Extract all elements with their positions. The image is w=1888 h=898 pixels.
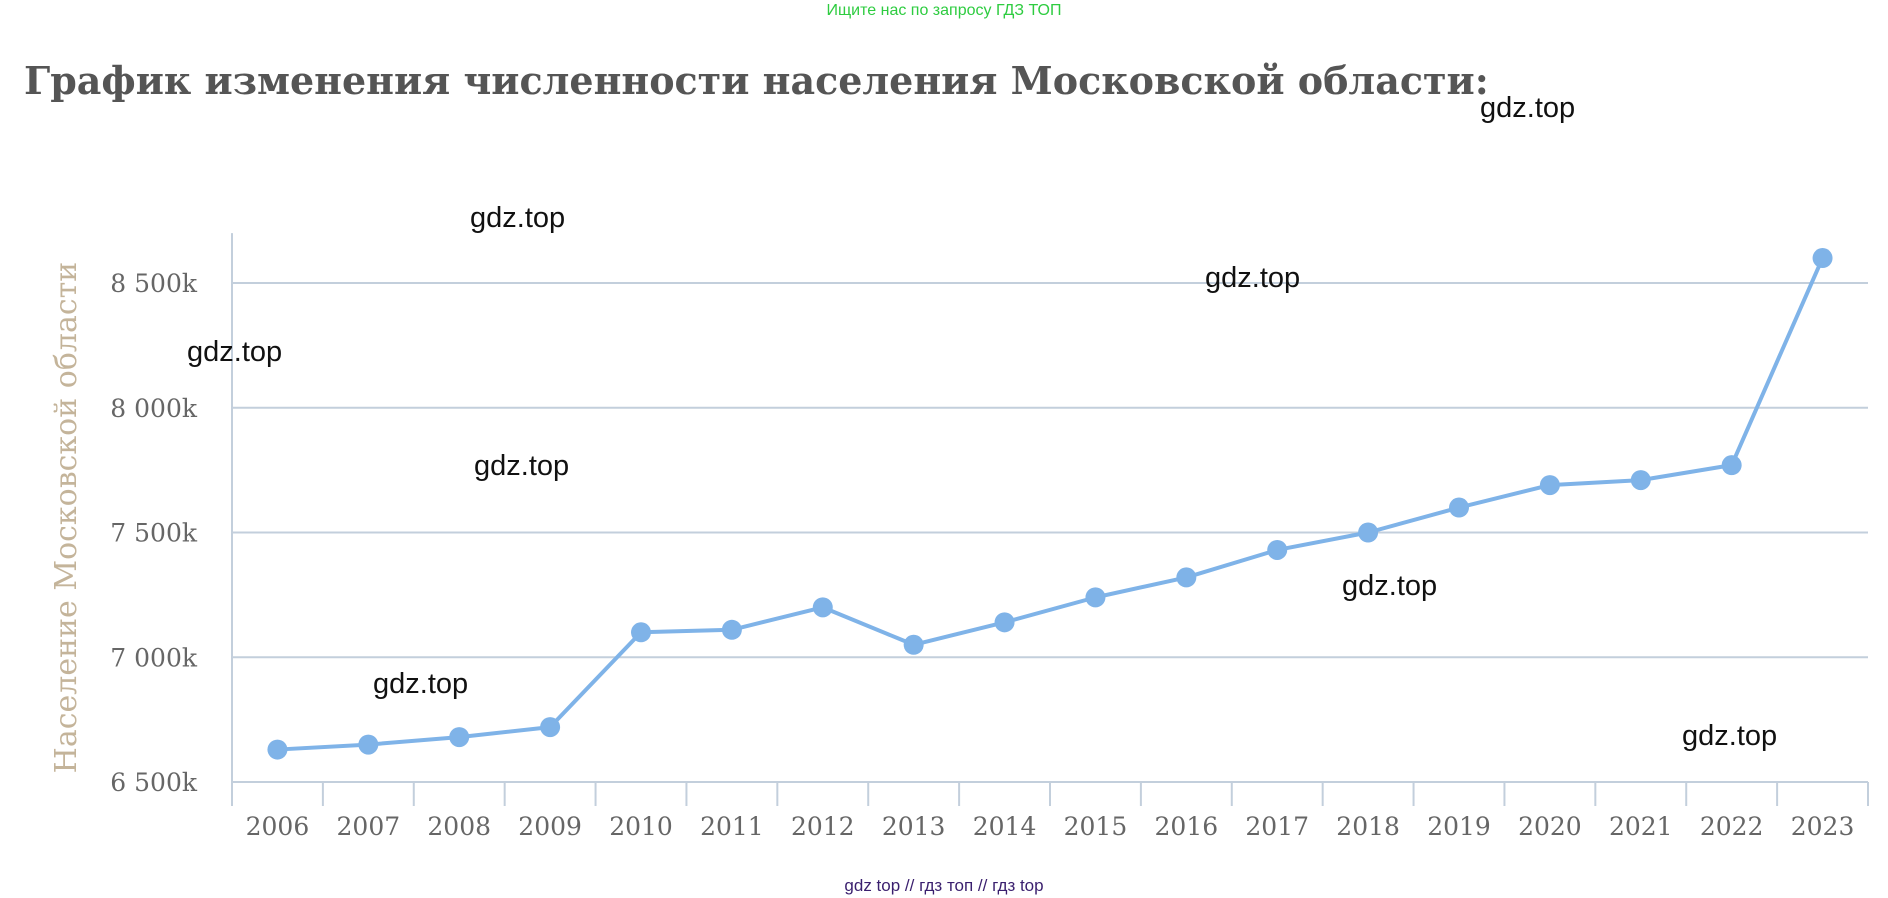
x-tick-label: 2018 bbox=[1336, 812, 1400, 841]
series-line bbox=[277, 257, 1825, 752]
data-point bbox=[1721, 455, 1742, 476]
data-point bbox=[1539, 475, 1560, 496]
data-point bbox=[1267, 539, 1288, 560]
watermark-text: gdz.top bbox=[187, 336, 283, 368]
data-point bbox=[1630, 470, 1651, 491]
x-tick-label: 2019 bbox=[1427, 812, 1491, 841]
data-point bbox=[1812, 248, 1833, 269]
data-point bbox=[631, 622, 651, 643]
y-tick-label: 8 000k bbox=[110, 394, 198, 423]
axes bbox=[231, 233, 1869, 806]
x-tick-label: 2013 bbox=[882, 812, 946, 841]
grid-lines bbox=[232, 282, 1868, 659]
x-tick-label: 2012 bbox=[791, 812, 855, 841]
x-tick-label: 2007 bbox=[337, 812, 401, 841]
watermark-text: gdz.top bbox=[474, 450, 570, 482]
x-tick-label: 2020 bbox=[1518, 812, 1582, 841]
data-point bbox=[267, 739, 288, 760]
data-point bbox=[721, 619, 742, 640]
watermark-text: gdz.top bbox=[373, 668, 469, 700]
chart-title: График изменения численности населения М… bbox=[24, 58, 1489, 103]
data-point bbox=[812, 597, 833, 618]
x-tick-label: 2006 bbox=[246, 812, 310, 841]
y-axis-title: Население Московской области bbox=[49, 262, 84, 774]
watermark-text: gdz.top bbox=[470, 202, 566, 234]
watermark-text: gdz.top bbox=[1682, 720, 1778, 752]
y-tick-labels: 6 500k 7 000k 7 500k 8 000k 8 500k bbox=[110, 269, 198, 797]
y-tick-label: 6 500k bbox=[110, 768, 198, 797]
y-tick-label: 8 500k bbox=[110, 269, 198, 298]
series-population bbox=[267, 248, 1833, 760]
data-point bbox=[1176, 567, 1197, 588]
x-tick-label: 2008 bbox=[427, 812, 491, 841]
x-tick-label: 2010 bbox=[609, 812, 673, 841]
x-tick-labels: 2006 2007 2008 2009 2010 2011 2012 2013 2014 2015… bbox=[246, 812, 1855, 841]
x-tick-label: 2014 bbox=[973, 812, 1037, 841]
data-point bbox=[540, 717, 561, 738]
data-point bbox=[1449, 497, 1469, 518]
x-tick-label: 2021 bbox=[1609, 812, 1673, 841]
x-tick-label: 2023 bbox=[1791, 812, 1855, 841]
data-point bbox=[994, 612, 1015, 633]
x-tick-label: 2017 bbox=[1245, 812, 1309, 841]
data-point bbox=[449, 727, 470, 748]
x-tick-label: 2022 bbox=[1700, 812, 1764, 841]
watermark-text: gdz.top bbox=[1205, 262, 1301, 294]
x-tick-label: 2015 bbox=[1064, 812, 1128, 841]
watermark-text: gdz.top bbox=[1480, 92, 1576, 124]
x-tick-label: 2011 bbox=[700, 812, 764, 841]
x-tick-label: 2016 bbox=[1155, 812, 1219, 841]
x-tick-label: 2009 bbox=[518, 812, 582, 841]
data-point bbox=[358, 734, 379, 755]
y-tick-label: 7 500k bbox=[110, 519, 198, 548]
data-point bbox=[903, 634, 924, 655]
data-point bbox=[1085, 587, 1106, 608]
data-point bbox=[1358, 522, 1379, 543]
footer-watermark: gdz top // гдз топ // гдз top bbox=[844, 876, 1044, 895]
top-banner: Ищите нас по запросу ГДЗ ТОП bbox=[826, 2, 1062, 19]
y-tick-label: 7 000k bbox=[110, 643, 198, 672]
watermark-text: gdz.top bbox=[1342, 570, 1438, 602]
